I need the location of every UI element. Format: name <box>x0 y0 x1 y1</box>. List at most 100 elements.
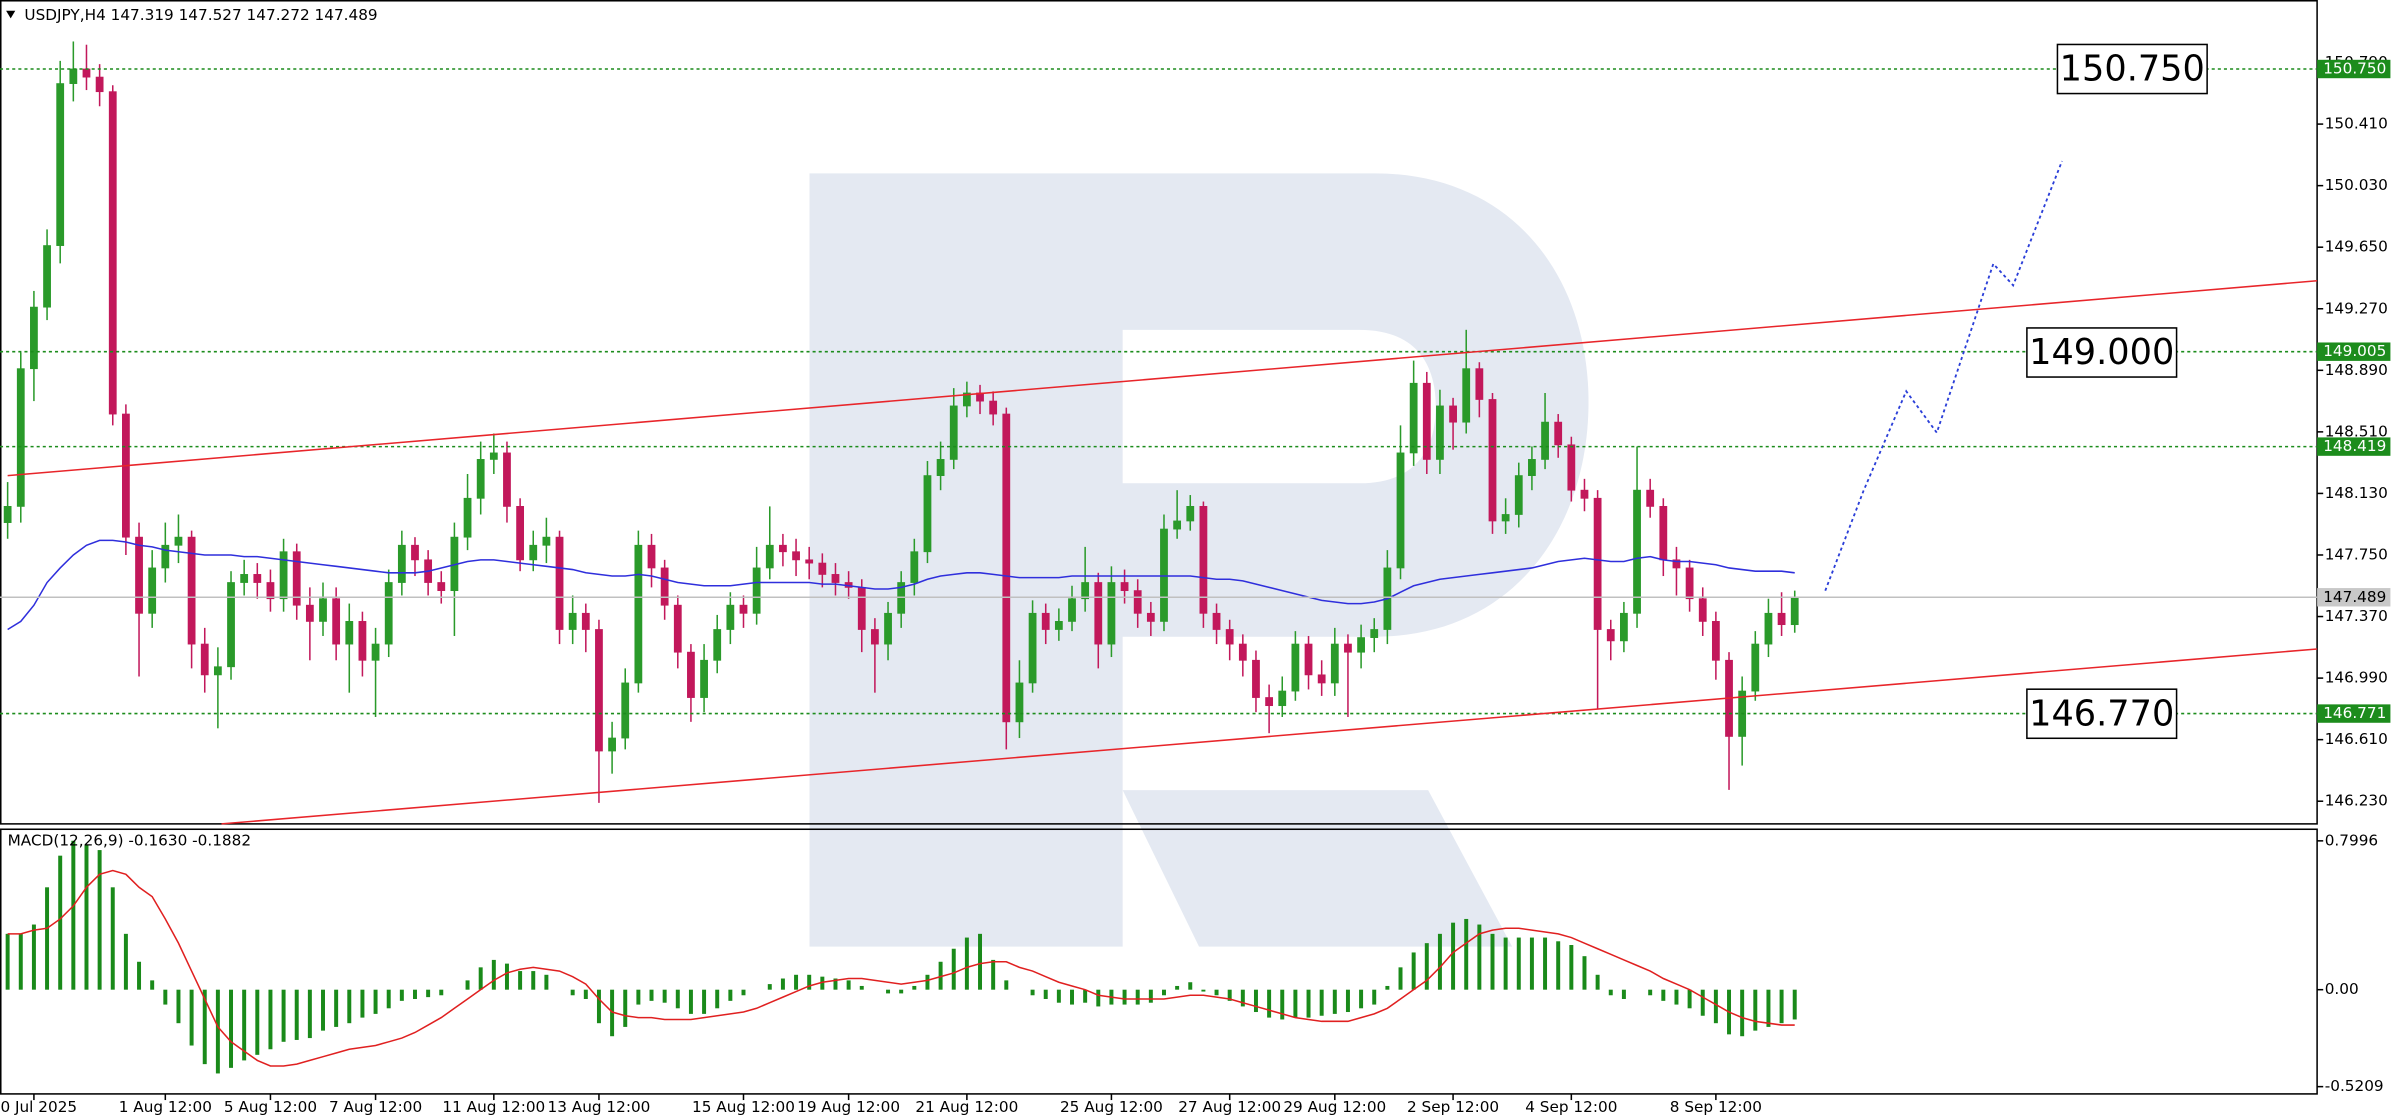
channel <box>7 280 2318 825</box>
macd-bar <box>1608 989 1613 996</box>
macd-bar <box>583 989 588 999</box>
y-tick-label: 150.410 <box>2325 115 2388 133</box>
macd-bar <box>1227 989 1232 1001</box>
candle-body <box>1646 489 1655 507</box>
candle-body <box>726 604 735 630</box>
macd-panel-frame <box>0 828 2318 1095</box>
y-tick-label: 149.650 <box>2325 238 2388 256</box>
candle-body <box>949 405 958 460</box>
candle-body <box>1711 621 1720 661</box>
candle-body <box>489 452 498 460</box>
candle-body <box>1225 629 1234 645</box>
macd-bar <box>1030 989 1035 996</box>
current-price-box <box>2317 588 2391 607</box>
candle-body <box>3 506 12 523</box>
candle-body <box>1620 612 1628 642</box>
macd-bar <box>767 984 772 990</box>
macd-bar <box>1345 989 1350 1013</box>
macd-bar <box>1135 989 1140 1005</box>
macd-bar <box>1766 989 1771 1027</box>
macd-bar <box>255 989 260 1055</box>
candle-body <box>1633 489 1641 614</box>
macd-bar <box>1280 989 1285 1020</box>
level-label: 148.419 <box>2323 437 2386 455</box>
macd-bar <box>1214 989 1219 996</box>
macd-bar <box>386 989 391 1009</box>
macd-bar <box>110 887 115 990</box>
x-tick-label: 30 Jul 2025 <box>0 1098 77 1116</box>
candle-body <box>805 559 814 564</box>
macd-bar <box>1306 989 1311 1018</box>
macd-bar <box>1148 989 1153 1003</box>
macd-bar <box>794 974 799 990</box>
candle-body <box>673 604 682 653</box>
candle-body <box>95 76 104 93</box>
candle-body <box>595 629 603 752</box>
candle-body <box>1278 690 1287 707</box>
candle-body <box>1317 674 1326 684</box>
candle-body <box>1409 382 1418 454</box>
level-label: 149.005 <box>2323 342 2386 360</box>
candle-body <box>437 582 446 592</box>
macd-bar <box>1267 989 1272 1018</box>
candle-body <box>1449 405 1457 423</box>
macd-bar <box>334 989 339 1027</box>
candle-body <box>82 68 91 78</box>
candle-body <box>857 586 866 630</box>
candle-body <box>345 621 354 645</box>
candle-body <box>1212 612 1221 630</box>
x-tick-label: 27 Aug 12:00 <box>1178 1098 1281 1116</box>
macd-bar <box>465 980 470 990</box>
macd-bar <box>176 989 181 1024</box>
macd-bar <box>137 961 142 990</box>
macd-bar <box>1293 989 1298 1018</box>
candle-body <box>332 598 341 645</box>
y-tick-label: -0.5209 <box>2325 1077 2384 1095</box>
x-tick-label: 25 Aug 12:00 <box>1060 1098 1163 1116</box>
candle-body <box>122 413 130 538</box>
macd-bar <box>1437 933 1442 990</box>
macd-bar <box>97 850 102 990</box>
y-tick-label: 147.370 <box>2325 607 2388 625</box>
macd-bar <box>859 985 864 990</box>
annotation-label: 150.750 <box>2060 48 2205 89</box>
symbol-menu-icon[interactable] <box>6 10 16 19</box>
macd-bar <box>478 967 483 990</box>
macd-bar <box>820 976 825 990</box>
annotation-box <box>2026 688 2178 740</box>
channel-lower <box>221 648 2318 825</box>
x-tick-label: 8 Sep 12:00 <box>1670 1098 1762 1116</box>
candle-body <box>319 598 327 622</box>
candle-body <box>292 551 301 606</box>
macd-bar <box>281 989 286 1042</box>
candle-body <box>1291 643 1300 692</box>
macd-bar <box>1503 937 1508 990</box>
candle-body <box>371 643 380 661</box>
y-tick-label: 149.270 <box>2325 299 2388 317</box>
candle-body <box>108 91 117 415</box>
candle-body <box>1252 659 1260 698</box>
macd-bar <box>58 855 63 990</box>
candle-body <box>135 536 143 614</box>
candle-body <box>1120 582 1129 592</box>
y-tick-label: 146.230 <box>2325 792 2388 810</box>
candle-body <box>1593 497 1602 630</box>
candle-body <box>1685 567 1694 600</box>
candle-body <box>43 245 51 308</box>
candle-body <box>831 574 840 583</box>
macd-bar <box>150 980 155 990</box>
candle-body <box>765 544 774 569</box>
macd-bar <box>938 961 943 990</box>
macd-bar <box>413 989 417 999</box>
candle-body <box>174 536 183 546</box>
macd-bar <box>715 989 720 1009</box>
candle-body <box>1107 582 1116 645</box>
candle-body <box>305 604 314 622</box>
macd-bar <box>807 974 812 990</box>
candle-body <box>647 544 656 569</box>
candle-body <box>1173 520 1182 530</box>
macd-bar <box>1792 989 1797 1020</box>
candle-body <box>634 544 643 684</box>
macd-bar <box>925 974 930 990</box>
macd-bar <box>1083 989 1088 1003</box>
